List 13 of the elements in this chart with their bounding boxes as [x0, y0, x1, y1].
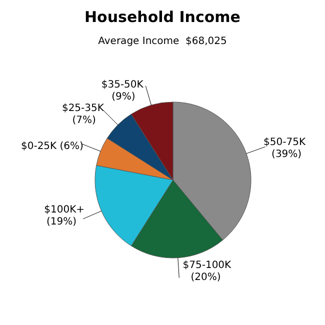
slice-label: $50-75K — [264, 136, 306, 148]
data-label: (20%) — [190, 272, 221, 283]
data-label: (9%) — [112, 92, 136, 103]
data-label: (19%) — [46, 216, 77, 228]
slice-label: $100K+ — [44, 204, 85, 216]
slice-label: $35-50K — [101, 80, 144, 91]
chart-subtitle: Average Income $68,025 — [97, 36, 228, 47]
slice-label: $0-25K (6%) — [20, 141, 84, 152]
slice-label: $25-35K — [62, 102, 104, 114]
slice-label: $75-100K — [182, 260, 232, 271]
chart-title: Household Income — [84, 8, 242, 26]
data-label: (39%) — [272, 148, 302, 160]
data-label: (7%) — [72, 114, 96, 126]
